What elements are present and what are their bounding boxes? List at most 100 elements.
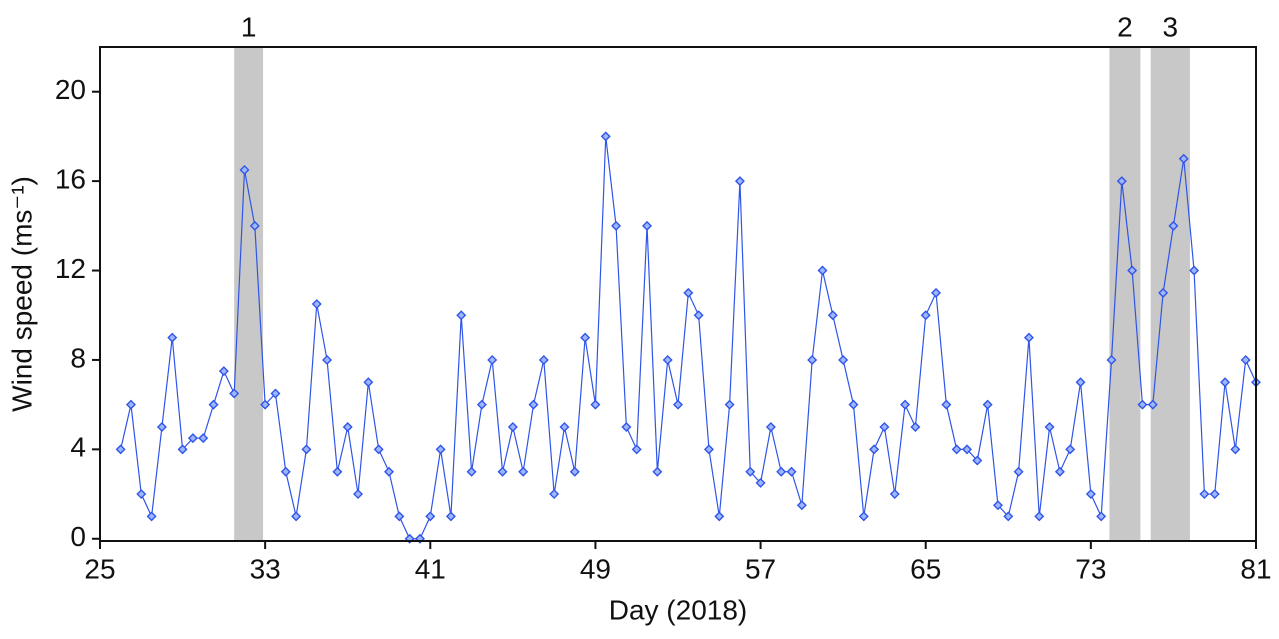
shaded-region bbox=[1150, 47, 1190, 541]
data-point bbox=[322, 354, 333, 365]
y-tick-label: 12 bbox=[55, 253, 86, 284]
data-point bbox=[456, 310, 467, 321]
data-point bbox=[507, 422, 518, 432]
data-point bbox=[239, 164, 250, 175]
data-point bbox=[941, 399, 952, 410]
data-point bbox=[1220, 377, 1231, 388]
region-label: 1 bbox=[241, 11, 257, 42]
x-tick-label: 41 bbox=[415, 553, 446, 584]
y-tick-label: 4 bbox=[70, 432, 86, 463]
data-point bbox=[1168, 220, 1179, 231]
x-tick-label: 81 bbox=[1240, 553, 1271, 584]
data-point bbox=[146, 511, 157, 522]
data-point bbox=[260, 399, 271, 410]
data-point bbox=[373, 444, 384, 455]
data-point bbox=[714, 511, 725, 522]
data-point bbox=[703, 444, 714, 455]
data-point bbox=[342, 422, 353, 432]
data-point bbox=[115, 444, 126, 455]
data-point bbox=[125, 399, 136, 410]
data-point bbox=[528, 399, 539, 410]
data-point bbox=[642, 220, 653, 231]
data-point bbox=[1230, 444, 1241, 455]
data-point bbox=[425, 511, 436, 522]
data-point bbox=[1023, 332, 1034, 343]
data-point bbox=[652, 466, 663, 477]
data-point bbox=[353, 489, 364, 500]
data-point bbox=[569, 466, 580, 477]
data-point bbox=[1003, 511, 1014, 522]
data-point bbox=[765, 422, 776, 432]
data-point bbox=[136, 489, 147, 500]
data-point bbox=[270, 388, 281, 399]
data-point bbox=[673, 399, 683, 410]
data-point bbox=[982, 399, 993, 410]
data-point bbox=[992, 500, 1003, 511]
data-point bbox=[538, 354, 549, 365]
data-point bbox=[807, 354, 818, 365]
data-point bbox=[1106, 354, 1117, 365]
data-point bbox=[1209, 489, 1220, 500]
data-point bbox=[518, 466, 529, 477]
plot-frame bbox=[99, 46, 1257, 542]
data-point bbox=[291, 511, 302, 522]
data-point bbox=[1127, 265, 1138, 276]
data-point bbox=[910, 422, 921, 432]
data-point bbox=[167, 332, 178, 343]
data-point bbox=[1158, 287, 1169, 298]
data-point bbox=[332, 466, 343, 477]
data-point bbox=[466, 466, 477, 477]
data-point bbox=[1013, 466, 1024, 477]
data-point bbox=[1075, 377, 1086, 388]
data-point bbox=[900, 399, 911, 410]
data-point bbox=[972, 455, 983, 466]
data-point bbox=[177, 444, 188, 455]
y-tick-label: 8 bbox=[70, 342, 86, 373]
data-point bbox=[549, 489, 560, 500]
data-point bbox=[156, 422, 167, 432]
axes: 25 33 41 49 57 65 73 81 0 4 8 12 16 20 bbox=[55, 74, 1272, 584]
data-point bbox=[580, 332, 591, 343]
data-point bbox=[198, 433, 209, 444]
data-point bbox=[879, 422, 890, 432]
data-point bbox=[755, 477, 766, 488]
data-point bbox=[384, 466, 394, 477]
data-point bbox=[435, 444, 446, 455]
data-point bbox=[218, 366, 229, 377]
data-point bbox=[280, 466, 291, 477]
data-point bbox=[786, 466, 797, 477]
data-point bbox=[600, 131, 611, 142]
data-point bbox=[734, 176, 745, 187]
data-point bbox=[1054, 466, 1065, 477]
data-point bbox=[1034, 511, 1045, 522]
data-point bbox=[1147, 399, 1158, 410]
data-point bbox=[394, 511, 405, 522]
data-point bbox=[776, 466, 787, 477]
plot-area bbox=[115, 131, 1261, 544]
data-point bbox=[796, 500, 807, 511]
data-point bbox=[817, 265, 828, 276]
data-point bbox=[1178, 153, 1189, 164]
data-point bbox=[1116, 176, 1127, 187]
data-point bbox=[301, 444, 312, 455]
data-point bbox=[631, 444, 642, 455]
x-axis-label: Day (2018) bbox=[609, 594, 748, 625]
data-point bbox=[559, 422, 570, 432]
data-point bbox=[249, 220, 260, 231]
data-point bbox=[662, 354, 673, 365]
data-point bbox=[889, 489, 900, 500]
data-point bbox=[693, 310, 704, 321]
data-point bbox=[445, 511, 456, 522]
data-point bbox=[497, 466, 508, 477]
data-point bbox=[229, 388, 240, 399]
data-point bbox=[745, 466, 756, 477]
y-tick-label: 0 bbox=[70, 521, 86, 552]
data-point bbox=[611, 220, 622, 231]
data-point bbox=[920, 310, 931, 321]
data-point bbox=[1240, 354, 1251, 365]
x-tick-label: 33 bbox=[250, 553, 281, 584]
x-tick-label: 73 bbox=[1075, 553, 1106, 584]
y-tick-label: 16 bbox=[55, 164, 86, 195]
